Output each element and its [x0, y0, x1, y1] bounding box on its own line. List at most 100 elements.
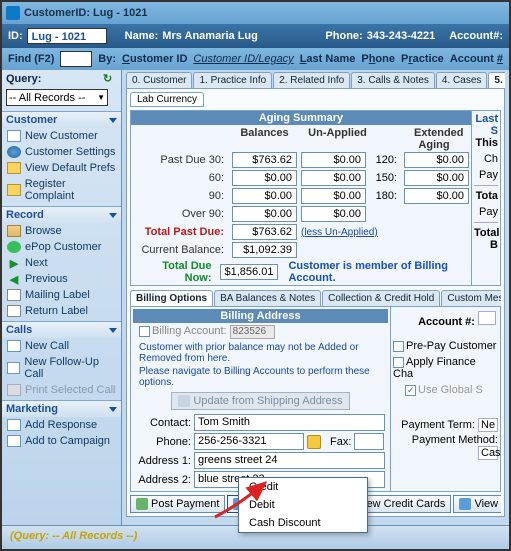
name-label: Name: [125, 30, 159, 42]
val-total-due-now: $1,856.01 [220, 264, 279, 280]
find-row: Find (F2) By: Customer ID Customer ID/Le… [2, 48, 509, 70]
lbl-addr1: Address 1: [136, 455, 191, 467]
tab-customer[interactable]: 0. Customer [126, 72, 192, 88]
bal-90: $0.00 [232, 188, 297, 204]
refresh-icon[interactable]: ↻ [103, 72, 117, 86]
lbl-totb: Total B [474, 227, 498, 251]
sidebar-item-new-followup-call[interactable]: New Follow-Up Call [2, 354, 121, 382]
find-label: Find (F2) [8, 53, 54, 65]
post-payment-button[interactable]: Post Payment [130, 495, 225, 513]
window-title: CustomerID: Lug - 1021 [24, 7, 147, 19]
sidebar-item-mailing-label[interactable]: Mailing Label [2, 287, 121, 303]
find-input[interactable] [60, 51, 92, 67]
val-total-past-due: $763.62 [232, 224, 297, 240]
criteria-customer-id[interactable]: Customer ID [122, 53, 187, 65]
criteria-practice[interactable]: Practice [401, 53, 444, 65]
group-record-header[interactable]: Record [2, 207, 121, 223]
subtab-billing-options[interactable]: Billing Options [130, 290, 213, 306]
criteria-customer-id-legacy[interactable]: Customer ID/Legacy [193, 53, 293, 65]
subtab-collection[interactable]: Collection & Credit Hold [322, 290, 440, 306]
main-tabs: 0. Customer 1. Practice Info 2. Related … [126, 72, 505, 88]
lbl-use-global: Use Global S [418, 384, 483, 396]
update-from-shipping-button: Update from Shipping Address [171, 392, 349, 410]
criteria-phone[interactable]: Phone [361, 53, 395, 65]
sidebar-item-add-to-campaign[interactable]: Add to Campaign [2, 433, 121, 449]
sidebar-item-register-complaint[interactable]: Register Complaint [2, 176, 121, 204]
view-payments-button[interactable]: View Payments [453, 495, 501, 513]
subtab-ba-balances[interactable]: BA Balances & Notes [214, 290, 321, 306]
lbl-fax: Fax: [330, 436, 351, 448]
header-id-row: ID: Lug - 1021 Name: Mrs Anamaria Lug Ph… [2, 24, 509, 48]
prepay-checkbox[interactable] [393, 341, 404, 352]
tab-calls-notes[interactable]: 3. Calls & Notes [351, 72, 435, 88]
sidebar-item-print-selected-call[interactable]: Print Selected Call [2, 382, 121, 398]
criteria-account[interactable]: Account # [450, 53, 503, 65]
tab-accounting[interactable]: 5. Accounting [488, 72, 505, 88]
phone-label: Phone: [325, 30, 362, 42]
id-label: ID: [8, 30, 23, 42]
tab-cases[interactable]: 4. Cases [436, 72, 487, 88]
contact-input[interactable]: Tom Smith [194, 414, 385, 431]
lbl-total-past-due: Total Past Due: [133, 226, 228, 238]
lbl-last: Last S [474, 113, 498, 137]
billing-note-2: Please navigate to Billing Accounts to p… [133, 365, 388, 389]
un-over90: $0.00 [301, 206, 366, 222]
tab-related-info[interactable]: 2. Related Info [273, 72, 350, 88]
lbl-90: 90: [133, 190, 228, 202]
name-value: Mrs Anamaria Lug [162, 30, 258, 42]
query-label: Query: [6, 73, 101, 85]
criteria-last-name[interactable]: Last Name [300, 53, 356, 65]
post-adjustment-menu: Credit Debit Cash Discount [238, 477, 368, 533]
group-customer-header[interactable]: Customer [2, 112, 121, 128]
sidebar-item-add-response[interactable]: Add Response [2, 417, 121, 433]
finance-checkbox[interactable] [393, 357, 404, 368]
bal-30: $763.62 [232, 152, 297, 168]
menu-debit[interactable]: Debit [239, 496, 367, 514]
phone-icon[interactable] [307, 435, 321, 449]
payment-term-select[interactable]: Ne [478, 418, 498, 432]
payments-icon [459, 498, 471, 510]
update-icon [178, 395, 190, 407]
link-less-unapplied[interactable]: (less Un-Applied) [301, 227, 378, 238]
member-msg: Customer is member of Billing Account. [282, 260, 469, 284]
lbl-ch: Ch [474, 153, 498, 165]
sidebar-item-previous[interactable]: ◀Previous [2, 271, 121, 287]
id-value[interactable]: Lug - 1021 [27, 28, 107, 44]
sidebar-item-browse[interactable]: Browse [2, 223, 121, 239]
phone-input[interactable]: 256-256-3321 [194, 433, 304, 450]
payment-icon [136, 498, 148, 510]
addr1-input[interactable]: greens street 24 [194, 452, 385, 469]
group-calls-header[interactable]: Calls [2, 322, 121, 338]
lbl-billing-account: Billing Account: [152, 325, 227, 337]
billing-account-value: 823526 [230, 325, 275, 339]
sidebar-item-return-label[interactable]: Return Label [2, 303, 121, 319]
lbl-phone: Phone: [136, 436, 191, 448]
app-icon [6, 6, 20, 20]
subtab-custom-messages[interactable]: Custom Messages [441, 290, 501, 306]
payment-method-select[interactable]: Cas [478, 446, 498, 460]
lbl-60: 60: [133, 172, 228, 184]
menu-credit[interactable]: Credit [239, 478, 367, 496]
phone-value: 343-243-4221 [367, 30, 436, 42]
billing-account-checkbox [139, 326, 150, 337]
lbl-past-due-30: Past Due 30: [133, 154, 228, 166]
col-balances: Balances [228, 127, 301, 151]
sidebar-item-next[interactable]: ▶Next [2, 255, 121, 271]
menu-cash-discount[interactable]: Cash Discount [239, 514, 367, 532]
sidebar-item-epop-customer[interactable]: ePop Customer [2, 239, 121, 255]
query-select[interactable]: -- All Records -- ▼ [6, 89, 108, 106]
aging-summary-header: Aging Summary [131, 111, 471, 125]
fax-input[interactable] [354, 433, 384, 450]
lbl-total-due-now: Total Due Now: [133, 260, 216, 284]
tab-practice-info[interactable]: 1. Practice Info [193, 72, 272, 88]
sidebar-item-customer-settings[interactable]: Customer Settings [2, 144, 121, 160]
lbl-180: 180: [370, 190, 400, 202]
subtab-lab-currency[interactable]: Lab Currency [130, 92, 204, 107]
sidebar-item-view-default-prefs[interactable]: View Default Prefs [2, 160, 121, 176]
lbl-pay: Pay [474, 169, 498, 181]
sidebar-item-new-call[interactable]: New Call [2, 338, 121, 354]
lbl-account-number: Account #: [393, 309, 498, 330]
lbl-contact: Contact: [136, 417, 191, 429]
sidebar-item-new-customer[interactable]: New Customer [2, 128, 121, 144]
group-marketing-header[interactable]: Marketing [2, 401, 121, 417]
